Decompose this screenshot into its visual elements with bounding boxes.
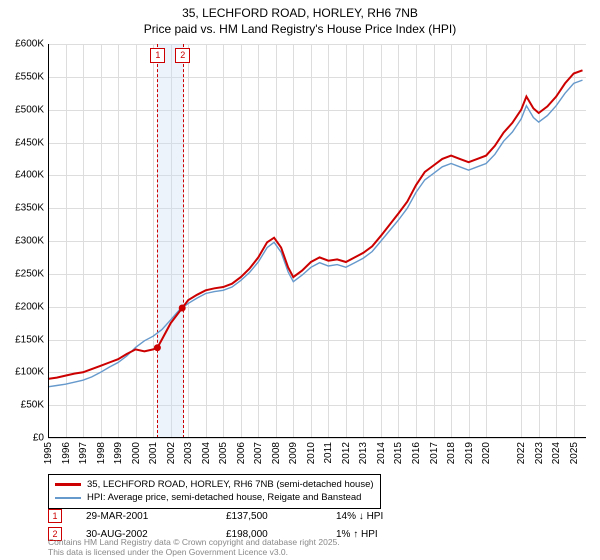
x-tick-label: 1998 <box>96 442 107 464</box>
grid-line-h <box>48 438 586 439</box>
footer-line2: This data is licensed under the Open Gov… <box>48 548 340 558</box>
x-tick-label: 2016 <box>411 442 422 464</box>
x-tick-label: 2023 <box>534 442 545 464</box>
y-tick-label: £50K <box>21 400 44 411</box>
series-line <box>48 70 583 379</box>
marker-diff: 14% ↓ HPI <box>336 511 383 522</box>
x-tick-label: 2019 <box>464 442 475 464</box>
marker-price: £137,500 <box>226 511 336 522</box>
y-tick-label: £450K <box>15 137 44 148</box>
legend-swatch <box>55 483 81 486</box>
annotation-marker: 2 <box>175 48 190 63</box>
footer: Contains HM Land Registry data © Crown c… <box>48 538 340 558</box>
marker-diff: 1% ↑ HPI <box>336 529 378 540</box>
y-tick-label: £550K <box>15 71 44 82</box>
title-line1: 35, LECHFORD ROAD, HORLEY, RH6 7NB <box>0 6 600 22</box>
legend-label: 35, LECHFORD ROAD, HORLEY, RH6 7NB (semi… <box>87 478 374 491</box>
y-tick-label: £250K <box>15 268 44 279</box>
x-tick-label: 2000 <box>131 442 142 464</box>
annotation-marker: 1 <box>150 48 165 63</box>
legend: 35, LECHFORD ROAD, HORLEY, RH6 7NB (semi… <box>48 474 381 509</box>
y-tick-label: £600K <box>15 39 44 50</box>
x-tick-label: 2015 <box>393 442 404 464</box>
y-tick-label: £350K <box>15 203 44 214</box>
x-tick-label: 2018 <box>446 442 457 464</box>
x-axis <box>48 437 586 438</box>
x-tick-label: 2025 <box>569 442 580 464</box>
x-tick-label: 1999 <box>113 442 124 464</box>
y-axis <box>48 44 49 438</box>
legend-label: HPI: Average price, semi-detached house,… <box>87 491 361 504</box>
x-tick-label: 2022 <box>516 442 527 464</box>
sale-point <box>154 344 161 351</box>
legend-swatch <box>55 497 81 498</box>
y-tick-label: £200K <box>15 301 44 312</box>
x-tick-label: 2001 <box>148 442 159 464</box>
x-tick-label: 1995 <box>43 442 54 464</box>
x-tick-label: 2006 <box>236 442 247 464</box>
y-tick-label: £100K <box>15 367 44 378</box>
x-tick-label: 2005 <box>218 442 229 464</box>
marker-number-box: 1 <box>48 509 62 523</box>
x-tick-label: 2013 <box>358 442 369 464</box>
x-tick-label: 2004 <box>201 442 212 464</box>
x-tick-label: 2017 <box>429 442 440 464</box>
series-line <box>48 80 583 387</box>
y-tick-label: £300K <box>15 236 44 247</box>
x-tick-label: 2011 <box>323 442 334 464</box>
x-tick-label: 2009 <box>288 442 299 464</box>
y-tick-label: £400K <box>15 170 44 181</box>
x-tick-label: 2008 <box>271 442 282 464</box>
marker-date: 29-MAR-2001 <box>86 511 226 522</box>
legend-row: 35, LECHFORD ROAD, HORLEY, RH6 7NB (semi… <box>55 478 374 491</box>
marker-table-row: 1 29-MAR-2001£137,50014% ↓ HPI <box>48 508 383 524</box>
x-tick-label: 2024 <box>551 442 562 464</box>
chart-lines <box>48 44 586 438</box>
legend-row: HPI: Average price, semi-detached house,… <box>55 491 374 504</box>
x-tick-label: 1996 <box>61 442 72 464</box>
x-tick-label: 2007 <box>253 442 264 464</box>
y-tick-label: £500K <box>15 104 44 115</box>
sale-point <box>179 305 186 312</box>
x-tick-label: 2012 <box>341 442 352 464</box>
title-line2: Price paid vs. HM Land Registry's House … <box>0 22 600 38</box>
x-tick-label: 2002 <box>166 442 177 464</box>
x-tick-label: 2020 <box>481 442 492 464</box>
chart-area: 12 £0£50K£100K£150K£200K£250K£300K£350K£… <box>48 44 586 438</box>
chart-title-block: 35, LECHFORD ROAD, HORLEY, RH6 7NB Price… <box>0 0 600 37</box>
x-tick-label: 1997 <box>78 442 89 464</box>
x-tick-label: 2010 <box>306 442 317 464</box>
x-tick-label: 2014 <box>376 442 387 464</box>
x-tick-label: 2003 <box>183 442 194 464</box>
y-tick-label: £150K <box>15 334 44 345</box>
